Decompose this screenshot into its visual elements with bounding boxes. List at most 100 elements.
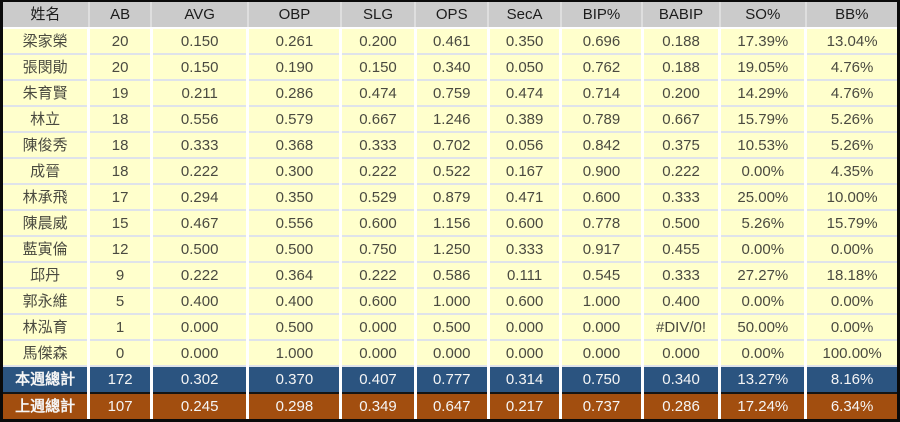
- stat-cell-seca[interactable]: 0.050: [488, 54, 563, 81]
- column-header-avg[interactable]: AVG: [151, 2, 249, 29]
- column-header-seca[interactable]: SecA: [488, 2, 562, 29]
- stat-cell-bb-pct[interactable]: 5.26%: [805, 132, 897, 159]
- stat-cell-babip[interactable]: 0.500: [642, 210, 722, 237]
- player-name-cell[interactable]: 邱丹: [3, 262, 91, 289]
- stat-cell-ab[interactable]: 1: [88, 314, 153, 341]
- stat-cell-slg[interactable]: 0.200: [340, 28, 417, 55]
- column-header-slg[interactable]: SLG: [340, 2, 417, 29]
- stat-cell-avg[interactable]: 0.211: [151, 80, 250, 107]
- stat-cell-so-pct[interactable]: 27.27%: [719, 262, 808, 289]
- stat-cell-bb-pct[interactable]: 4.35%: [805, 158, 897, 185]
- stat-cell-ops[interactable]: 0.586: [415, 262, 490, 289]
- stat-cell-bb-pct[interactable]: 0.00%: [805, 288, 897, 315]
- total-stat-cell-bip-pct[interactable]: 0.750: [560, 365, 644, 393]
- stat-cell-seca[interactable]: 0.111: [488, 262, 563, 289]
- stat-cell-ops[interactable]: 0.879: [415, 184, 490, 211]
- stat-cell-so-pct[interactable]: 15.79%: [719, 106, 808, 133]
- stat-cell-bip-pct[interactable]: 0.545: [560, 262, 644, 289]
- stat-cell-bb-pct[interactable]: 10.00%: [805, 184, 897, 211]
- total-stat-cell-babip[interactable]: 0.286: [642, 392, 722, 419]
- stat-cell-ab[interactable]: 17: [88, 184, 153, 211]
- stat-cell-obp[interactable]: 0.400: [247, 288, 343, 315]
- player-name-cell[interactable]: 林泓育: [3, 314, 91, 341]
- stat-cell-babip[interactable]: 0.375: [642, 132, 722, 159]
- total-label-cell[interactable]: 上週總計: [3, 392, 91, 419]
- stat-cell-seca[interactable]: 0.333: [488, 236, 563, 263]
- stat-cell-ops[interactable]: 0.000: [415, 340, 490, 367]
- stat-cell-babip[interactable]: 0.455: [642, 236, 722, 263]
- stat-cell-ab[interactable]: 18: [88, 132, 153, 159]
- stat-cell-bb-pct[interactable]: 13.04%: [805, 28, 897, 55]
- total-stat-cell-slg[interactable]: 0.349: [340, 392, 417, 419]
- player-name-cell[interactable]: 陳俊秀: [3, 132, 91, 159]
- stat-cell-seca[interactable]: 0.600: [488, 288, 563, 315]
- stat-cell-obp[interactable]: 0.368: [247, 132, 343, 159]
- stat-cell-ops[interactable]: 0.340: [415, 54, 490, 81]
- stat-cell-avg[interactable]: 0.294: [151, 184, 250, 211]
- stat-cell-babip[interactable]: 0.188: [642, 54, 722, 81]
- stat-cell-obp[interactable]: 1.000: [247, 340, 343, 367]
- stat-cell-bb-pct[interactable]: 4.76%: [805, 80, 897, 107]
- stat-cell-bip-pct[interactable]: 0.714: [560, 80, 644, 107]
- stat-cell-avg[interactable]: 0.150: [151, 54, 250, 81]
- player-name-cell[interactable]: 林承飛: [3, 184, 91, 211]
- total-stat-cell-so-pct[interactable]: 13.27%: [719, 365, 808, 393]
- stat-cell-so-pct[interactable]: 50.00%: [719, 314, 808, 341]
- stat-cell-obp[interactable]: 0.556: [247, 210, 343, 237]
- total-stat-cell-ab[interactable]: 107: [88, 392, 153, 419]
- stat-cell-slg[interactable]: 0.333: [340, 132, 417, 159]
- player-name-cell[interactable]: 藍寅倫: [3, 236, 91, 263]
- stat-cell-babip[interactable]: 0.667: [642, 106, 722, 133]
- stat-cell-seca[interactable]: 0.000: [488, 314, 563, 341]
- stat-cell-ab[interactable]: 15: [88, 210, 153, 237]
- stat-cell-slg[interactable]: 0.000: [340, 314, 417, 341]
- stat-cell-so-pct[interactable]: 19.05%: [719, 54, 808, 81]
- stat-cell-slg[interactable]: 0.222: [340, 262, 417, 289]
- total-stat-cell-ab[interactable]: 172: [88, 365, 153, 393]
- stat-cell-ops[interactable]: 0.500: [415, 314, 490, 341]
- column-header-name[interactable]: 姓名: [3, 2, 90, 29]
- total-stat-cell-avg[interactable]: 0.302: [151, 365, 250, 393]
- stat-cell-slg[interactable]: 0.222: [340, 158, 417, 185]
- stat-cell-babip[interactable]: 0.188: [642, 28, 722, 55]
- stat-cell-ab[interactable]: 18: [88, 158, 153, 185]
- stat-cell-avg[interactable]: 0.500: [151, 236, 250, 263]
- stat-cell-ab[interactable]: 19: [88, 80, 153, 107]
- player-name-cell[interactable]: 林立: [3, 106, 91, 133]
- stat-cell-babip[interactable]: 0.333: [642, 262, 722, 289]
- stat-cell-babip[interactable]: 0.000: [642, 340, 722, 367]
- column-header-babip[interactable]: BABIP: [642, 2, 721, 29]
- stat-cell-bip-pct[interactable]: 0.789: [560, 106, 644, 133]
- column-header-ab[interactable]: AB: [88, 2, 153, 29]
- column-header-bip-pct[interactable]: BIP%: [560, 2, 644, 29]
- total-stat-cell-ops[interactable]: 0.647: [415, 392, 490, 419]
- column-header-bb-pct[interactable]: BB%: [805, 2, 897, 29]
- stat-cell-ops[interactable]: 1.156: [415, 210, 490, 237]
- player-name-cell[interactable]: 梁家榮: [3, 28, 91, 55]
- column-header-obp[interactable]: OBP: [247, 2, 342, 29]
- stat-cell-slg[interactable]: 0.150: [340, 54, 417, 81]
- stat-cell-seca[interactable]: 0.600: [488, 210, 563, 237]
- total-stat-cell-seca[interactable]: 0.314: [488, 365, 563, 393]
- stat-cell-ab[interactable]: 20: [88, 54, 153, 81]
- stat-cell-bb-pct[interactable]: 0.00%: [805, 236, 897, 263]
- stat-cell-ab[interactable]: 18: [88, 106, 153, 133]
- stat-cell-bb-pct[interactable]: 15.79%: [805, 210, 897, 237]
- stat-cell-bip-pct[interactable]: 0.000: [560, 314, 644, 341]
- stat-cell-slg[interactable]: 0.600: [340, 210, 417, 237]
- stat-cell-slg[interactable]: 0.750: [340, 236, 417, 263]
- stat-cell-obp[interactable]: 0.500: [247, 314, 343, 341]
- total-stat-cell-obp[interactable]: 0.370: [247, 365, 343, 393]
- stat-cell-avg[interactable]: 0.000: [151, 340, 250, 367]
- stat-cell-ops[interactable]: 0.522: [415, 158, 490, 185]
- stat-cell-avg[interactable]: 0.222: [151, 262, 250, 289]
- stat-cell-avg[interactable]: 0.150: [151, 28, 250, 55]
- stat-cell-so-pct[interactable]: 5.26%: [719, 210, 808, 237]
- stat-cell-bip-pct[interactable]: 0.000: [560, 340, 644, 367]
- stat-cell-obp[interactable]: 0.579: [247, 106, 343, 133]
- stat-cell-seca[interactable]: 0.389: [488, 106, 563, 133]
- stat-cell-obp[interactable]: 0.300: [247, 158, 343, 185]
- stat-cell-so-pct[interactable]: 0.00%: [719, 158, 808, 185]
- player-name-cell[interactable]: 朱育賢: [3, 80, 91, 107]
- stat-cell-slg[interactable]: 0.667: [340, 106, 417, 133]
